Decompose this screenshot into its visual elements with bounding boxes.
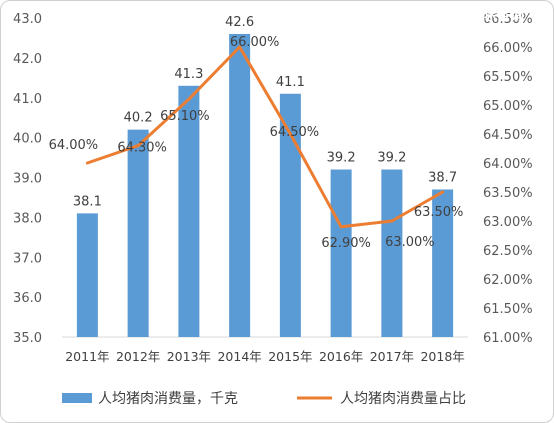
bar <box>178 85 200 337</box>
bar <box>229 33 251 337</box>
right-axis: 61.00% 61.50% 62.00% 62.50% 63.00% 63.50% 64.0… <box>483 12 533 346</box>
x-axis: 2011年 2012年 2013年 2014年 2015年 2016年 2017年 2018年 <box>62 336 468 364</box>
legend-swatch-bar <box>62 393 92 403</box>
x-tick-label: 2018年 <box>420 349 464 364</box>
bar-series <box>76 33 454 337</box>
bar-data-label: 38.7 <box>428 170 457 185</box>
line-path <box>86 45 444 229</box>
line-point <box>390 219 394 223</box>
x-tick-label: 2013年 <box>167 349 211 364</box>
right-tick-label: 65.50% <box>483 70 533 85</box>
watermark: 搜狐号@中金企信国际咨询 <box>356 7 524 24</box>
right-tick-label: 62.00% <box>483 273 533 288</box>
right-tick-label: 64.50% <box>483 128 533 143</box>
bar <box>432 189 454 337</box>
line-series <box>85 45 445 229</box>
x-tick-label: 2011年 <box>65 349 109 364</box>
bar-data-label: 41.1 <box>276 75 305 90</box>
right-tick-label: 61.50% <box>483 302 533 317</box>
left-tick-label: 37.0 <box>13 251 42 266</box>
bar <box>330 169 352 337</box>
bar-data-label: 41.3 <box>174 67 203 82</box>
legend-label-line: 人均猪肉消费量占比 <box>340 391 466 407</box>
line-point <box>288 132 292 136</box>
bar <box>381 169 403 337</box>
left-tick-label: 43.0 <box>13 12 42 27</box>
line-point <box>339 225 343 229</box>
line-data-label: 64.30% <box>117 141 167 156</box>
left-tick-label: 41.0 <box>13 92 42 107</box>
right-tick-label: 61.00% <box>483 331 533 346</box>
line-data-label: 64.00% <box>49 138 99 153</box>
right-tick-label: 62.50% <box>483 244 533 259</box>
left-tick-label: 40.0 <box>13 132 42 147</box>
bar-data-label: 39.2 <box>377 151 406 166</box>
line-data-label: 66.00% <box>230 35 280 50</box>
x-tick-label: 2014年 <box>217 349 261 364</box>
line-point <box>136 144 140 148</box>
right-tick-label: 65.00% <box>483 99 533 114</box>
line-data-label: 63.50% <box>414 205 464 220</box>
left-tick-label: 35.0 <box>13 331 42 346</box>
right-tick-label: 63.50% <box>483 186 533 201</box>
bar-data-label: 39.2 <box>327 151 356 166</box>
line-data-label: 65.10% <box>160 109 210 124</box>
left-tick-label: 38.0 <box>13 211 42 226</box>
legend: 人均猪肉消费量，千克 人均猪肉消费量占比 <box>62 391 466 407</box>
bar <box>279 93 301 337</box>
bar-data-label: 40.2 <box>124 111 153 126</box>
bar-data-label: 38.1 <box>73 194 102 209</box>
left-tick-label: 42.0 <box>13 52 42 67</box>
line-data-label: 62.90% <box>321 236 371 251</box>
right-tick-label: 64.00% <box>483 157 533 172</box>
line-point <box>187 97 191 101</box>
left-tick-label: 36.0 <box>13 291 42 306</box>
x-tick-label: 2017年 <box>370 349 414 364</box>
right-tick-label: 66.00% <box>483 41 533 56</box>
bar-data-label: 42.6 <box>225 15 254 30</box>
line-point <box>85 161 89 165</box>
bar-data-labels: 38.1 40.2 41.3 42.6 41.1 39.2 39.2 38.7 <box>73 15 457 209</box>
line-data-label: 64.50% <box>270 125 320 140</box>
legend-label-bar: 人均猪肉消费量，千克 <box>98 391 238 407</box>
line-point <box>238 45 242 49</box>
line-data-labels: 64.00% 64.30% 65.10% 66.00% 64.50% 62.90% 63.0… <box>49 35 464 251</box>
right-tick-label: 63.00% <box>483 215 533 230</box>
x-tick-label: 2015年 <box>268 349 312 364</box>
bar <box>76 213 98 337</box>
line-data-label: 63.00% <box>385 235 435 250</box>
x-tick-label: 2012年 <box>116 349 160 364</box>
bar <box>127 129 149 337</box>
line-point <box>441 190 445 194</box>
x-tick-label: 2016年 <box>319 349 363 364</box>
right-tick-label: 66.50% <box>483 12 533 27</box>
left-tick-label: 39.0 <box>13 172 42 187</box>
left-axis: 35.0 36.0 37.0 38.0 39.0 40.0 41.0 42.0 43.0 <box>13 12 42 346</box>
